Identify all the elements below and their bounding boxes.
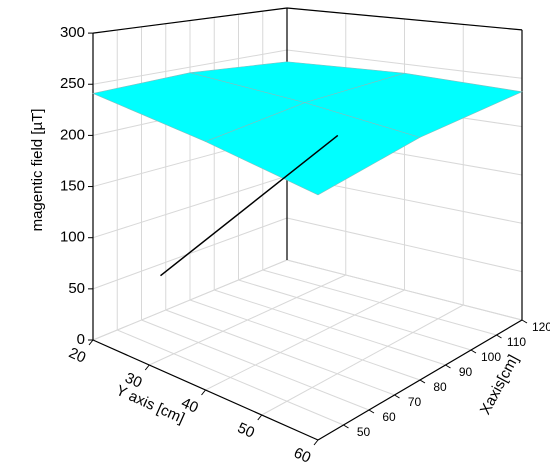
- z-tick-label: 100: [60, 229, 85, 246]
- y-tick-label: 40: [179, 394, 201, 416]
- x-tick: [521, 319, 528, 324]
- grid-line: [92, 175, 288, 239]
- grid-line: [261, 304, 464, 416]
- x-tick-label: 50: [357, 425, 371, 439]
- z-tick-label: 0: [77, 331, 85, 348]
- x-tick: [445, 364, 451, 369]
- grid-line: [286, 217, 523, 273]
- grid-line: [92, 259, 288, 341]
- y-tick: [313, 439, 319, 446]
- x-tick: [470, 349, 477, 354]
- x-tick: [394, 394, 400, 399]
- grid-line: [286, 259, 523, 321]
- y-tick: [201, 389, 206, 396]
- x-tick-label: 120: [532, 320, 550, 334]
- box-edge: [92, 7, 288, 34]
- grid-line: [149, 274, 346, 366]
- x-tick: [419, 379, 426, 384]
- z-tick-label: 300: [60, 24, 85, 41]
- x-tick-label: 90: [459, 365, 473, 379]
- grid-line: [205, 289, 405, 391]
- x-tick-label: 60: [382, 410, 396, 424]
- x-tick-label: 110: [507, 335, 526, 349]
- grid-line: [92, 217, 288, 290]
- y-tick: [144, 364, 150, 371]
- x-tick: [496, 334, 502, 339]
- z-tick-label: 150: [60, 178, 85, 195]
- x-tick: [343, 424, 349, 429]
- x-tick: [368, 409, 375, 414]
- y-tick-label: 50: [235, 419, 257, 441]
- z-tick-label: 200: [60, 126, 85, 143]
- x-tick-label: 70: [408, 395, 422, 409]
- y-tick-label: 20: [66, 344, 88, 366]
- z-tick-label: 250: [60, 75, 85, 92]
- line-series: [160, 134, 339, 277]
- grid-line: [286, 49, 523, 79]
- y-tick-label: 60: [291, 444, 313, 466]
- y-tick: [88, 339, 94, 346]
- y-tick-label: 30: [122, 369, 144, 391]
- box-edge: [286, 7, 523, 31]
- grid-line: [92, 49, 288, 85]
- x-tick-label: 100: [481, 350, 501, 364]
- z-tick-label: 50: [68, 280, 85, 297]
- y-axis-title: Y axis [cm]: [113, 382, 187, 427]
- y-tick: [257, 414, 263, 421]
- z-axis-title: magentic field [µT]: [29, 109, 46, 232]
- x-tick-label: 80: [433, 380, 447, 394]
- surface-cell: [303, 72, 524, 138]
